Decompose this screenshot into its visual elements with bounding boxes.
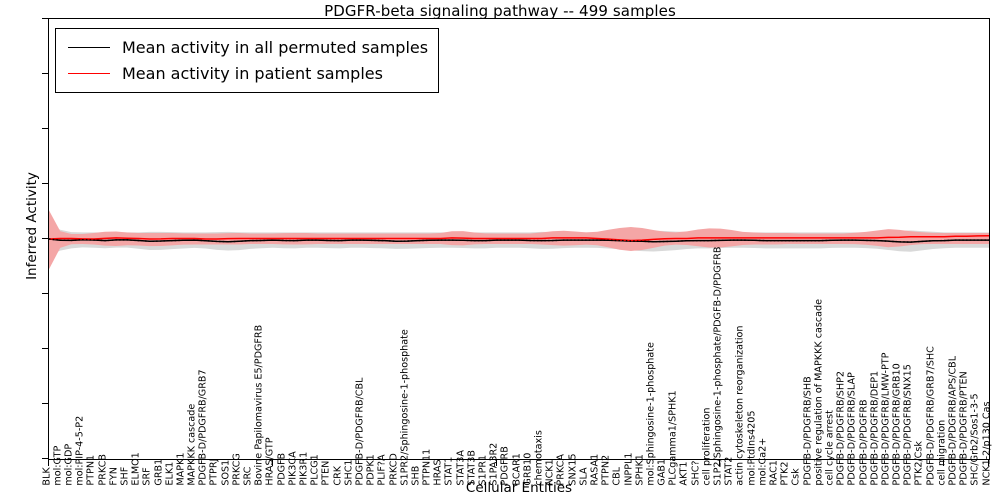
legend-item-permuted: Mean activity in all permuted samples [64,34,428,60]
y-tick-mark [42,238,48,239]
y-tick-mark [42,293,48,294]
series-line [49,234,989,242]
x-tick-mark [495,460,497,466]
y-tick-mark [42,348,48,349]
y-tick-mark [42,128,48,129]
x-tick-mark [271,460,273,466]
y-axis-title: Inferred Activity [24,172,40,280]
x-tick-mark [719,460,721,466]
x-tick-mark [48,460,49,466]
page-title: PDGFR-beta signaling pathway -- 499 samp… [324,2,676,20]
y-tick-mark [42,403,48,404]
legend-label-patient: Mean activity in patient samples [122,63,383,83]
plot-canvas [49,210,989,270]
y-tick-mark [42,458,48,459]
x-tick-mark [988,460,989,466]
y-tick-mark [42,18,48,19]
legend-swatch-patient [68,72,110,74]
legend: Mean activity in all permuted samples Me… [55,28,440,93]
series-line [49,238,989,243]
x-axis-title: Cellular Entities [465,480,573,496]
legend-item-patient: Mean activity in patient samples [64,60,428,86]
legend-swatch-permuted [68,46,110,48]
legend-label-permuted: Mean activity in all permuted samples [122,37,429,57]
x-tick-mark [943,460,945,466]
y-tick-mark [42,73,48,74]
y-tick-mark [42,183,48,184]
